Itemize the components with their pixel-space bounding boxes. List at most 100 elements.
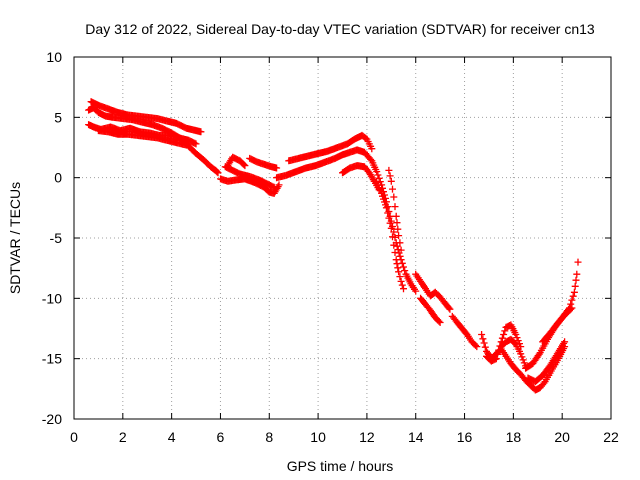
data-point [480, 339, 488, 347]
data-point [394, 225, 402, 233]
data-series [246, 154, 281, 172]
data-point [472, 341, 479, 349]
data-point [518, 353, 526, 361]
data-point [571, 282, 579, 290]
data-point [520, 359, 528, 367]
data-point [375, 174, 383, 182]
x-tick-label: 6 [217, 429, 225, 445]
data-point [386, 219, 394, 227]
data-point [500, 331, 508, 338]
data-series [483, 321, 525, 365]
data-point [391, 249, 399, 256]
data-points [85, 98, 582, 394]
data-point [492, 355, 500, 363]
chart-title: Day 312 of 2022, Sidereal Day-to-day VTE… [85, 21, 595, 37]
x-axis-label: GPS time / hours [287, 458, 394, 474]
data-point [384, 209, 392, 217]
data-point [479, 335, 487, 343]
y-tick-label: 0 [54, 170, 62, 186]
data-point [387, 177, 395, 185]
x-tick-label: 2 [119, 429, 127, 445]
data-point [501, 327, 509, 335]
data-point [570, 288, 578, 296]
data-point [394, 264, 402, 272]
data-point [513, 334, 521, 342]
data-point [374, 171, 382, 179]
data-point [398, 281, 406, 289]
x-tick-label: 16 [457, 429, 473, 445]
data-point [478, 331, 486, 338]
data-point [385, 208, 393, 215]
x-tick-label: 14 [408, 429, 424, 445]
data-point [574, 258, 582, 266]
data-point [376, 178, 384, 186]
x-tick-label: 20 [554, 429, 570, 445]
data-point [214, 169, 222, 177]
data-point [373, 168, 381, 176]
data-point [445, 304, 453, 312]
data-series [87, 98, 205, 136]
data-point [182, 141, 190, 149]
x-tick-label: 4 [168, 429, 176, 445]
data-series [539, 304, 576, 346]
data-series [448, 312, 481, 351]
grid [74, 57, 611, 419]
data-point [387, 224, 395, 232]
data-point [517, 350, 525, 358]
plot-frame [73, 56, 612, 420]
data-point [568, 296, 576, 304]
data-point [397, 277, 405, 285]
data-series [273, 146, 420, 295]
data-point [495, 346, 503, 354]
data-point [567, 305, 575, 313]
data-point [391, 203, 399, 211]
data-point [192, 140, 200, 148]
y-tick-label: -10 [42, 290, 62, 306]
data-point [568, 304, 576, 312]
data-point [389, 233, 396, 241]
y-tick-label: -5 [50, 230, 63, 246]
data-point [572, 276, 580, 284]
data-point [397, 246, 405, 254]
data-series [385, 166, 405, 254]
data-point [270, 183, 278, 191]
data-point [390, 228, 398, 236]
data-point [396, 273, 404, 281]
y-tick-label: 5 [54, 109, 62, 125]
x-tick-label: 18 [506, 429, 522, 445]
data-point [390, 193, 398, 201]
y-tick-labels: -20 -15 -10 -5 0 5 10 [42, 49, 62, 427]
data-point [535, 350, 543, 358]
data-series [417, 294, 444, 326]
data-point [436, 319, 444, 326]
data-point [395, 268, 403, 276]
data-series [94, 127, 190, 149]
data-point [435, 317, 443, 325]
y-tick-label: 10 [46, 49, 62, 65]
x-tick-label: 8 [265, 429, 273, 445]
data-point [393, 219, 401, 227]
data-point [498, 334, 506, 342]
data-point [395, 232, 403, 240]
data-point [275, 181, 283, 189]
data-point [241, 162, 249, 170]
data-point [400, 285, 407, 293]
x-tick-label: 0 [70, 429, 78, 445]
data-point [213, 168, 221, 176]
data-point [385, 214, 393, 222]
data-point [382, 204, 390, 212]
data-point [446, 305, 454, 313]
data-series [412, 270, 454, 313]
y-tick-label: -15 [42, 351, 62, 367]
x-tick-labels: 0 2 4 6 8 10 12 14 16 18 20 22 [70, 429, 619, 445]
data-point [561, 338, 569, 346]
data-point [494, 350, 501, 358]
data-point [400, 263, 407, 271]
data-point [473, 343, 481, 351]
data-point [197, 128, 205, 136]
y-axis-label: SDTVAR / TECUs [7, 182, 23, 294]
data-point [212, 167, 220, 175]
data-series [524, 338, 569, 386]
data-series [478, 331, 569, 394]
data-point [396, 239, 404, 247]
